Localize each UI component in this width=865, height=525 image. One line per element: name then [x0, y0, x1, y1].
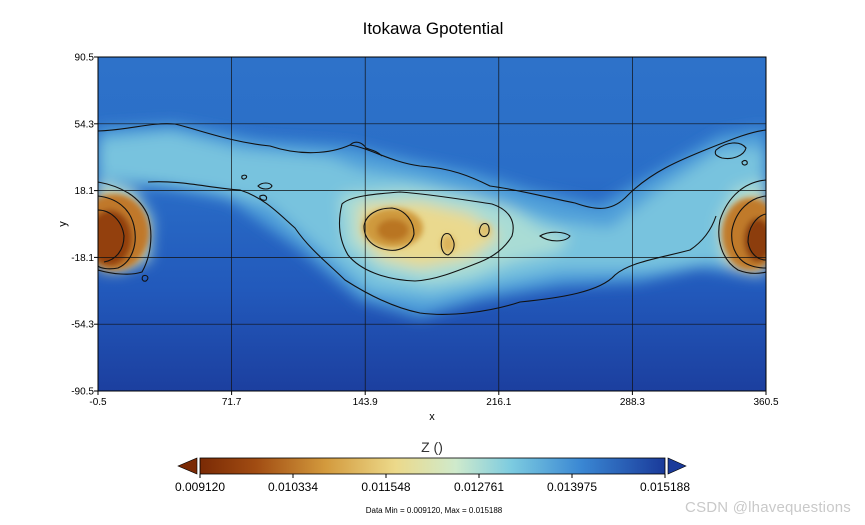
y-tick-label: 54.3 — [75, 119, 95, 130]
y-tick-label: 90.5 — [75, 53, 95, 64]
colorbar: Z () 0.009120 0.010334 0.011548 0.012761 0.0… — [175, 439, 690, 494]
colorbar-tick-label: 0.009120 — [175, 480, 225, 494]
chart-title: Itokawa Gpotential — [363, 19, 504, 38]
contour-islet-a — [241, 174, 248, 180]
colorbar-tick-label: 0.013975 — [547, 480, 597, 494]
contour-west-bump — [141, 274, 149, 282]
colorbar-high-arrow — [667, 457, 687, 475]
contour-center-small — [478, 222, 490, 238]
contour-west-inner — [98, 209, 125, 263]
x-tick-label: 71.7 — [222, 397, 242, 408]
x-tick-label: 143.9 — [353, 397, 378, 408]
y-tick-label: -54.3 — [71, 320, 94, 331]
grid-lines — [98, 57, 766, 391]
contour-islet-b — [257, 182, 273, 190]
heatmap-plot-area — [98, 57, 766, 391]
contour-center-core — [363, 207, 415, 251]
contour-east-mid — [731, 195, 766, 269]
watermark: CSDN @lhavequestions — [685, 499, 851, 516]
x-axis-ticks: -0.5 71.7 143.9 216.1 288.3 360.5 — [89, 391, 779, 408]
contour-center-secondary — [440, 232, 455, 256]
y-axis-ticks: 90.5 54.3 18.1 -18.1 -54.3 -90.5 — [71, 53, 98, 398]
x-tick-label: -0.5 — [89, 397, 107, 408]
contour-lines — [98, 123, 766, 315]
plot-frame — [97, 56, 767, 392]
y-tick-label: -90.5 — [71, 387, 94, 398]
contour-islet-c — [259, 194, 268, 201]
data-range-footnote: Data Min = 0.009120, Max = 0.015188 — [366, 506, 503, 515]
colorbar-ticks: 0.009120 0.010334 0.011548 0.012761 0.013975… — [175, 474, 690, 494]
x-tick-label: 216.1 — [486, 397, 511, 408]
contour-northeast-dot — [741, 159, 748, 166]
colorbar-bar — [199, 457, 666, 475]
contour-outer-band — [98, 123, 766, 209]
contour-center-strip — [538, 231, 571, 242]
colorbar-tick-label: 0.012761 — [454, 480, 504, 494]
colorbar-low-arrow — [177, 457, 198, 475]
contour-west-outer — [98, 181, 152, 275]
contour-north-cap — [349, 141, 383, 157]
contour-band-lower — [147, 181, 717, 315]
colorbar-title: Z () — [421, 439, 443, 455]
y-tick-label: 18.1 — [75, 186, 95, 197]
contour-northeast-blob — [714, 142, 747, 160]
x-axis-label: x — [429, 411, 435, 423]
colorbar-tick-label: 0.011548 — [361, 480, 410, 494]
contour-west-mid — [98, 195, 136, 270]
colorbar-tick-label: 0.010334 — [268, 480, 318, 494]
contour-east-inner — [747, 213, 766, 261]
x-tick-label: 360.5 — [753, 397, 778, 408]
colorbar-tick-label: 0.015188 — [640, 480, 690, 494]
y-tick-label: -18.1 — [71, 253, 94, 264]
y-axis-label: y — [57, 221, 69, 227]
x-tick-label: 288.3 — [620, 397, 645, 408]
